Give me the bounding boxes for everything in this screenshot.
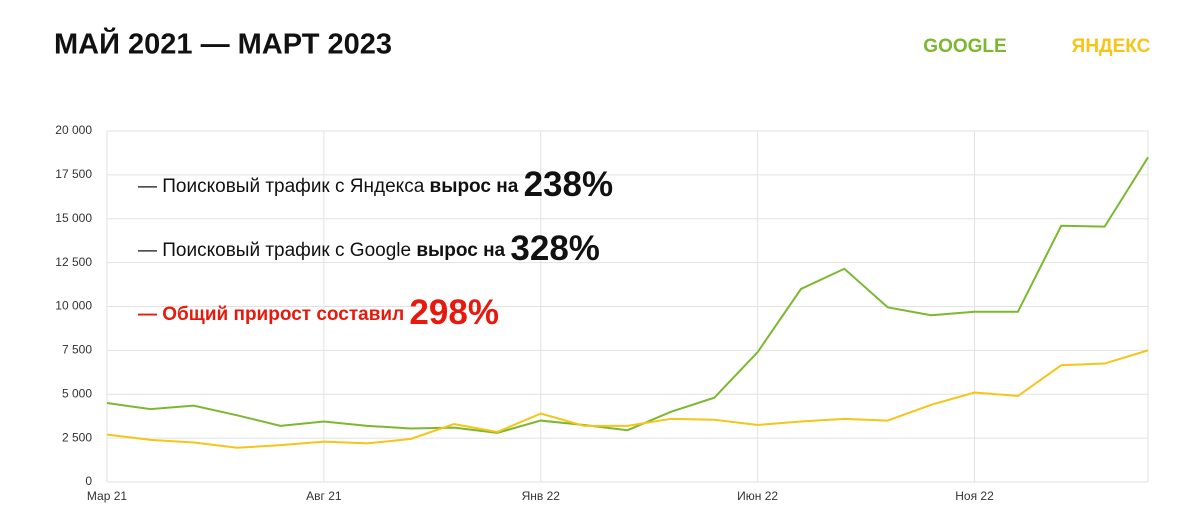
x-tick-label: Мар 21 xyxy=(87,489,127,503)
chart-title: МАЙ 2021 — МАРТ 2023 xyxy=(54,27,392,61)
line xyxy=(106,349,1149,449)
annotation-text: — xyxy=(138,304,162,325)
line xyxy=(106,156,1149,434)
annotation: — Общий прирост составил 298% xyxy=(138,293,499,332)
x-tick-label: Янв 22 xyxy=(522,489,561,503)
y-tick-label: 20 000 xyxy=(55,123,92,137)
x-tick-label: Ноя 22 xyxy=(955,489,994,503)
annotation: — Поисковый трафик с Яндекса вырос на 23… xyxy=(138,165,613,204)
legend-label: GOOGLE xyxy=(923,36,1006,57)
x-tick-label: Авг 21 xyxy=(306,489,342,503)
y-tick-label: 12 500 xyxy=(55,255,92,269)
annotation-text: — Поисковый трафик с Google xyxy=(138,240,416,261)
x-tick-label: Июн 22 xyxy=(737,489,778,503)
y-tick-label: 10 000 xyxy=(55,299,92,313)
y-tick-label: 17 500 xyxy=(55,167,92,181)
annotation-emphasis: вырос на xyxy=(416,240,510,261)
legend-label: ЯНДЕКС xyxy=(1072,36,1151,57)
y-tick-label: 7 500 xyxy=(62,343,92,357)
y-tick-label: 15 000 xyxy=(55,211,92,225)
annotation-figure: 238% xyxy=(524,165,614,204)
annotation-text: — Поисковый трафик с Яндекса xyxy=(138,176,430,197)
annotation-emphasis: вырос на xyxy=(430,176,524,197)
annotation-emphasis: Общий прирост составил xyxy=(162,304,409,325)
y-tick-label: 2 500 xyxy=(62,430,92,444)
annotation: — Поисковый трафик с Google вырос на 328… xyxy=(138,229,600,268)
annotation-figure: 328% xyxy=(510,229,600,268)
annotation-figure: 298% xyxy=(409,293,499,332)
y-tick-label: 0 xyxy=(85,474,92,488)
y-tick-label: 5 000 xyxy=(62,386,92,400)
